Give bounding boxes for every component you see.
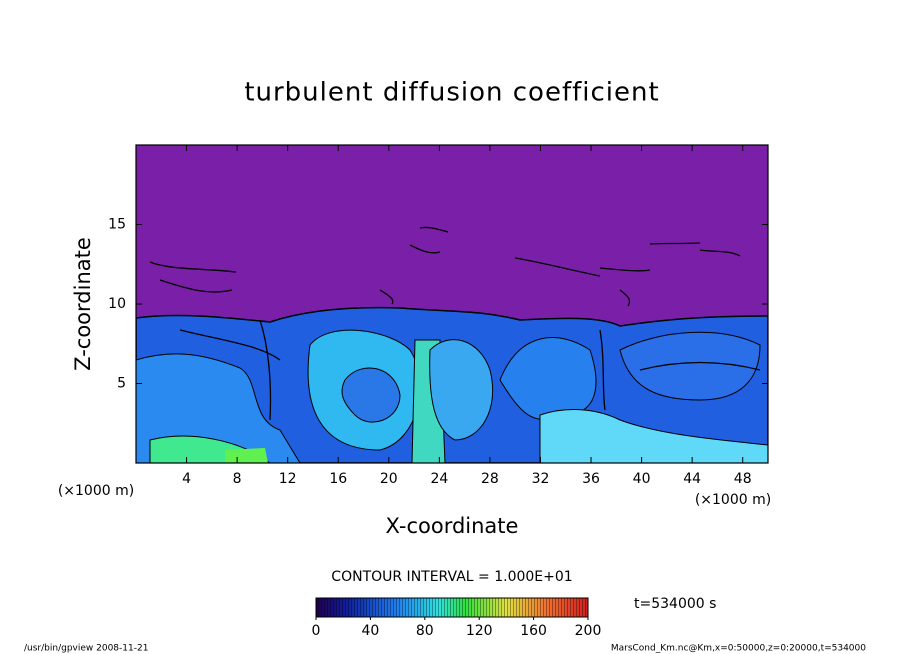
x-tick-label: 4 bbox=[182, 471, 191, 487]
x-tick-label: 44 bbox=[683, 471, 701, 487]
colorbar-tick-label: 120 bbox=[466, 623, 493, 639]
x-unit: (×1000 m) bbox=[695, 492, 771, 508]
x-tick-label: 28 bbox=[481, 471, 499, 487]
x-tick-label: 24 bbox=[430, 471, 448, 487]
x-tick-label: 36 bbox=[582, 471, 600, 487]
colorbar-tick-label: 40 bbox=[361, 623, 379, 639]
x-tick-label: 8 bbox=[233, 471, 242, 487]
contour-lines bbox=[149, 226, 761, 421]
field-region bbox=[225, 448, 268, 463]
x-tick-label: 16 bbox=[329, 471, 347, 487]
time-label: t=534000 s bbox=[634, 596, 716, 612]
y-axis-label: Z-coordinate bbox=[71, 237, 95, 371]
colorbar-tick-label: 200 bbox=[575, 623, 602, 639]
y-tick-label: 5 bbox=[117, 376, 126, 392]
footer-right: MarsCond_Km.nc@Km,x=0:50000,z=0:20000,t=… bbox=[611, 644, 866, 654]
x-axis-label: X-coordinate bbox=[386, 514, 519, 538]
y-tick-label: 10 bbox=[108, 296, 126, 312]
colorbar-tick-label: 0 bbox=[312, 623, 321, 639]
contour-interval: CONTOUR INTERVAL = 1.000E+01 bbox=[331, 569, 572, 585]
x-tick-label: 40 bbox=[633, 471, 651, 487]
x-tick-label: 48 bbox=[734, 471, 752, 487]
x-tick-label: 20 bbox=[380, 471, 398, 487]
field-region bbox=[539, 409, 768, 463]
colorbar-tick-label: 80 bbox=[416, 623, 434, 639]
contour-field bbox=[136, 145, 768, 463]
field-region bbox=[341, 367, 401, 423]
chart-title: turbulent diffusion coefficient bbox=[244, 78, 659, 108]
colorbar-frame bbox=[315, 597, 589, 618]
field-region bbox=[619, 331, 761, 401]
x-tick-label: 12 bbox=[279, 471, 297, 487]
colorbar-tick-label: 160 bbox=[520, 623, 547, 639]
field-region bbox=[429, 339, 494, 441]
y-tick-label: 15 bbox=[108, 217, 126, 233]
field-region bbox=[499, 337, 597, 420]
footer-left: /usr/bin/gpview 2008-11-21 bbox=[24, 644, 148, 654]
x-tick-label: 32 bbox=[532, 471, 550, 487]
y-unit: (×1000 m) bbox=[58, 483, 134, 499]
